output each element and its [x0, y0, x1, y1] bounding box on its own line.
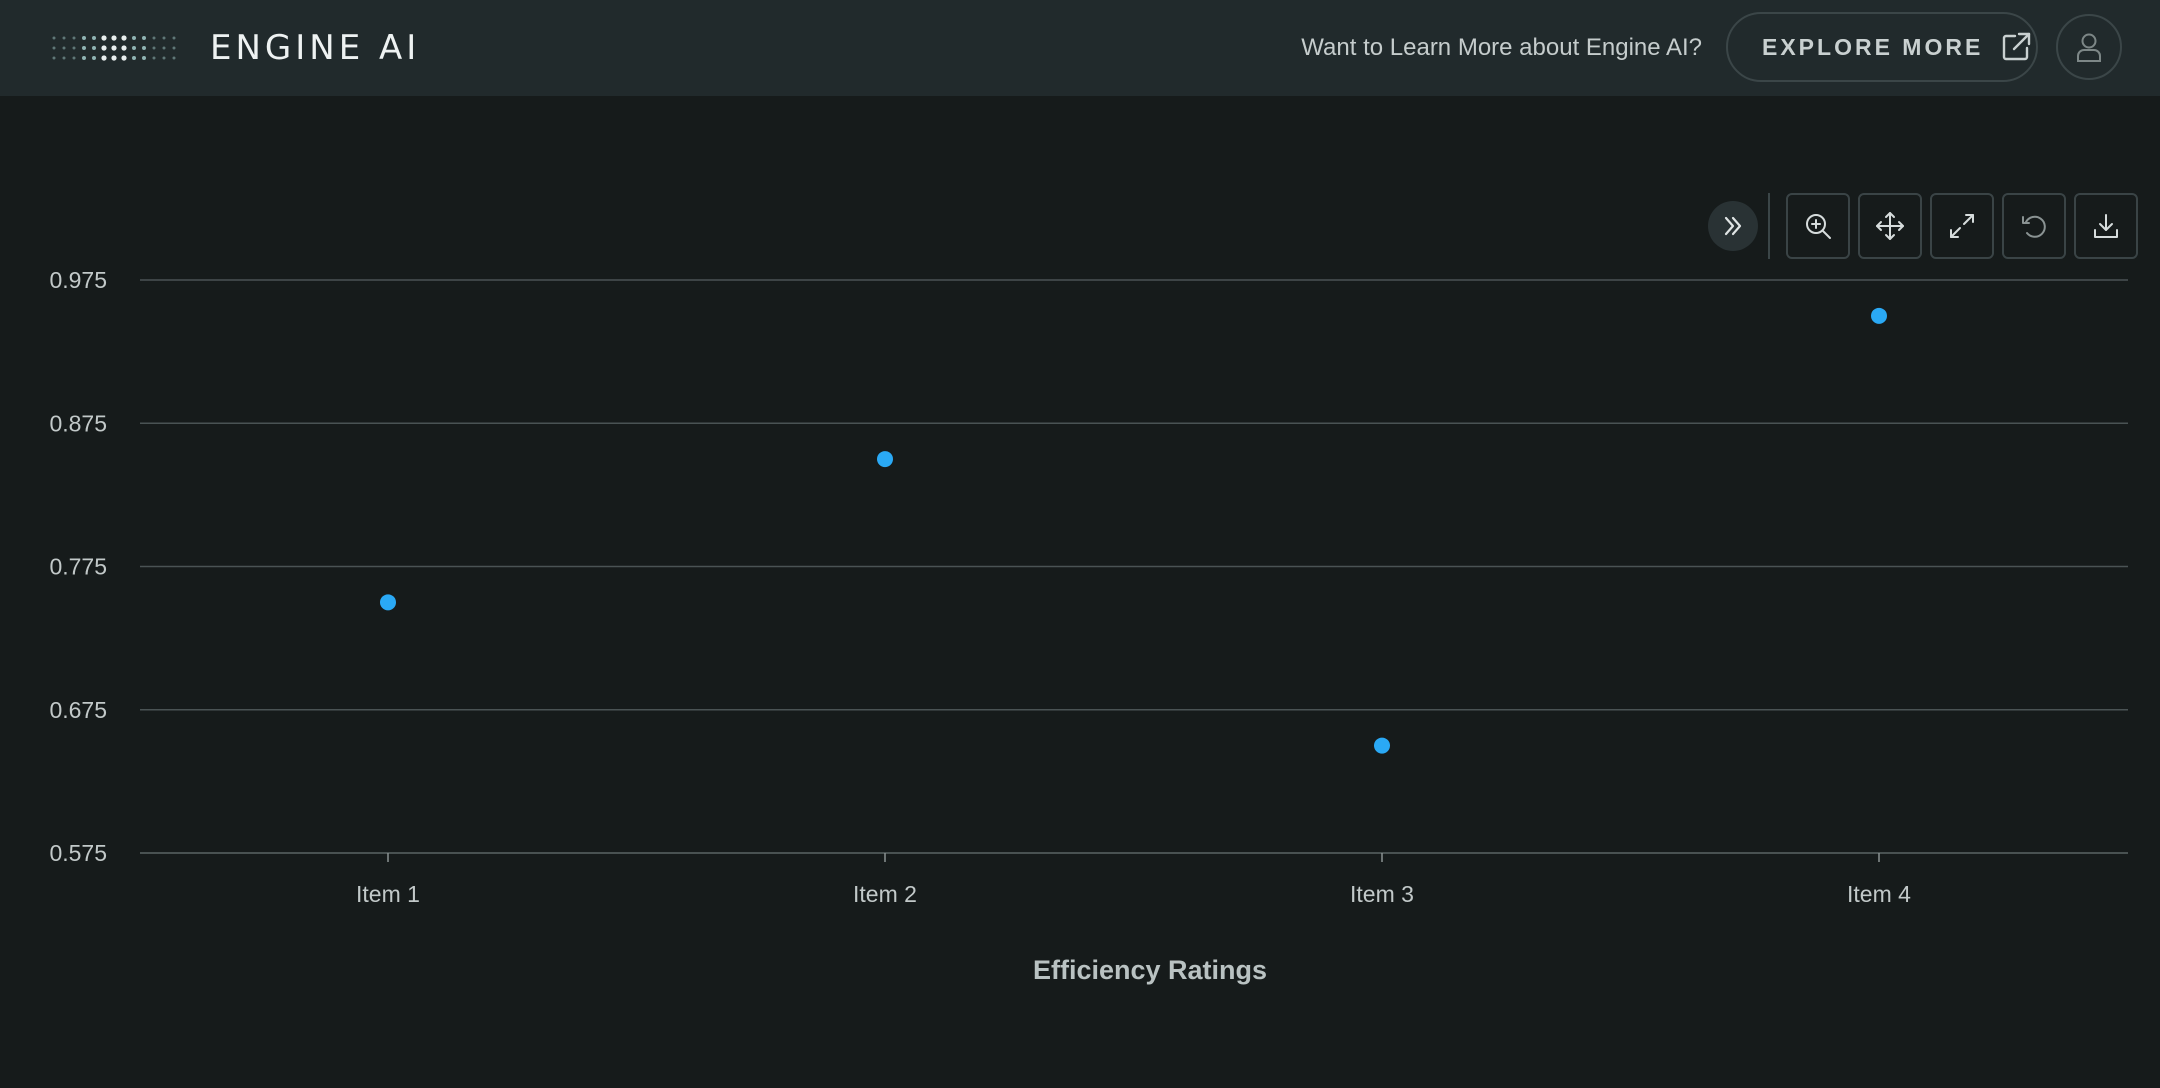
expand-icon: [1950, 214, 1974, 238]
double-chevron-right-icon: [1724, 216, 1742, 236]
explore-more-button[interactable]: EXPLORE MORE: [1726, 12, 2038, 82]
x-tick-label: Item 4: [1847, 881, 1911, 907]
dotted-logo-icon: [52, 35, 176, 61]
x-tick-label: Item 2: [853, 881, 917, 907]
x-axis-title: Efficiency Ratings: [1033, 955, 1267, 985]
toolbar-divider: [1768, 193, 1770, 259]
chart-toolbar: [1708, 192, 2138, 260]
y-tick-label: 0.575: [49, 840, 107, 866]
user-icon: [2077, 33, 2101, 62]
data-point[interactable]: [380, 594, 396, 611]
promo-text: Want to Learn More about Engine AI?: [1301, 34, 1702, 61]
y-tick-label: 0.675: [49, 697, 107, 723]
data-point[interactable]: [1374, 737, 1390, 754]
user-account-button[interactable]: [2056, 14, 2122, 80]
gridlines: [140, 279, 2128, 854]
download-button[interactable]: [2074, 193, 2138, 259]
data-points[interactable]: [380, 307, 1887, 754]
x-tick-label: Item 3: [1350, 881, 1414, 907]
zoom-button[interactable]: [1786, 193, 1850, 259]
y-axis-ticks: 0.575 0.675 0.775 0.875 0.975: [49, 267, 107, 866]
explore-more-label: EXPLORE MORE: [1762, 33, 1984, 60]
brand-logo[interactable]: ENGINE AI: [50, 28, 420, 68]
pan-button[interactable]: [1858, 193, 1922, 259]
top-bar: ENGINE AI Want to Learn More about Engin…: [0, 0, 2160, 96]
brand-name: ENGINE AI: [210, 28, 421, 68]
reset-button[interactable]: [2002, 193, 2066, 259]
y-tick-label: 0.775: [49, 554, 107, 580]
download-icon: [2094, 214, 2118, 238]
x-axis-ticks: Item 1 Item 2 Item 3 Item 4: [356, 853, 1911, 907]
data-point[interactable]: [877, 451, 893, 468]
external-link-icon: [2003, 32, 2031, 61]
data-point[interactable]: [1871, 307, 1887, 324]
collapse-toolbar-button[interactable]: [1708, 201, 1758, 251]
expand-button[interactable]: [1930, 193, 1994, 259]
x-tick-label: Item 1: [356, 881, 420, 907]
y-tick-label: 0.975: [49, 267, 107, 293]
move-icon: [1876, 212, 1904, 240]
y-tick-label: 0.875: [49, 410, 107, 436]
undo-icon: [2022, 215, 2046, 238]
zoom-in-icon: [1806, 214, 1831, 239]
